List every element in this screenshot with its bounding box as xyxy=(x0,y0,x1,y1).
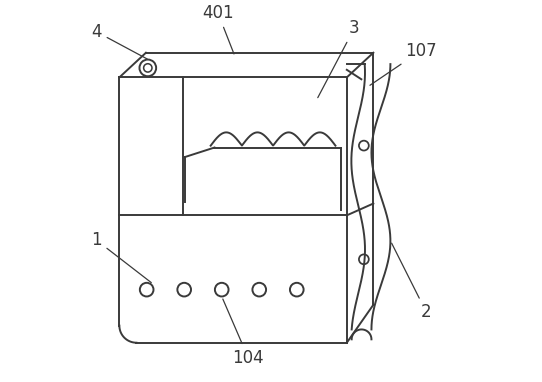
Text: 107: 107 xyxy=(370,42,436,85)
Text: 2: 2 xyxy=(392,243,432,321)
Text: 1: 1 xyxy=(91,231,151,283)
Text: 4: 4 xyxy=(92,23,147,59)
Text: 3: 3 xyxy=(318,19,360,98)
Text: 401: 401 xyxy=(202,4,234,54)
Text: 104: 104 xyxy=(223,299,264,367)
